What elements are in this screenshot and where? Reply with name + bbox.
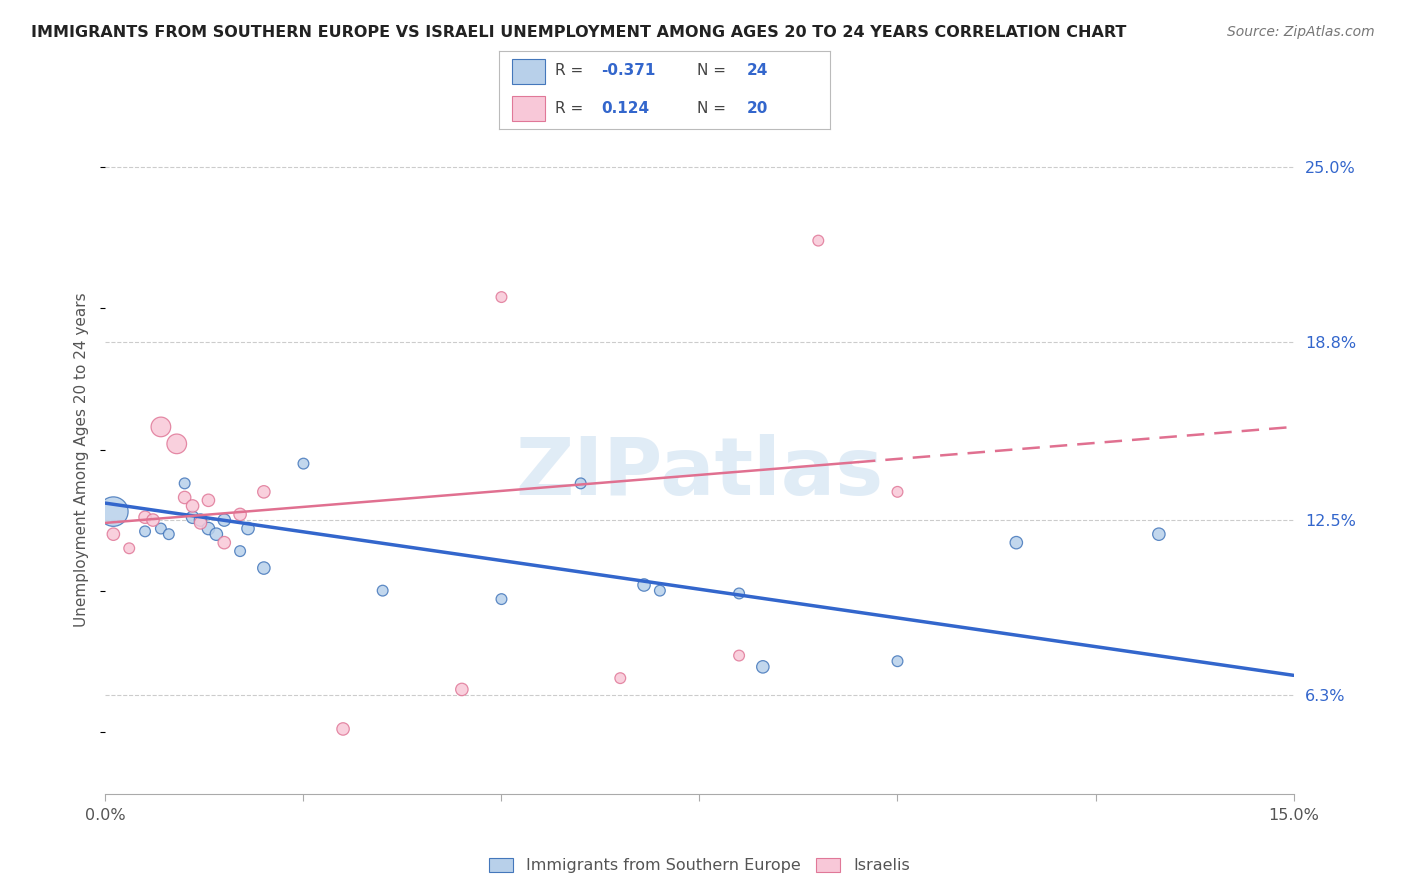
Text: 24: 24 (747, 63, 768, 78)
Text: Source: ZipAtlas.com: Source: ZipAtlas.com (1227, 25, 1375, 39)
Point (886, 484, 908, 499)
Point (450, 682, 472, 697)
Text: 0.124: 0.124 (602, 102, 650, 117)
Point (181, 510, 204, 524)
Text: R =: R = (555, 63, 583, 78)
Point (103, 527, 125, 541)
Text: R =: R = (555, 102, 583, 117)
Point (181, 499, 204, 513)
Point (292, 457, 315, 471)
Legend: Immigrants from Southern Europe, Israelis: Immigrants from Southern Europe, Israeli… (482, 851, 917, 880)
Point (157, 527, 180, 541)
Point (173, 491, 195, 505)
Point (205, 527, 228, 541)
Text: ZIPatlas: ZIPatlas (516, 434, 883, 512)
Point (752, 660, 775, 674)
Point (118, 541, 141, 556)
Point (807, 234, 830, 248)
Point (214, 535, 236, 549)
Text: -0.371: -0.371 (602, 63, 657, 78)
Text: N =: N = (697, 102, 727, 117)
Point (728, 648, 751, 663)
Point (173, 476, 195, 491)
Point (253, 561, 276, 575)
Point (648, 583, 671, 598)
Point (103, 505, 125, 519)
Point (149, 420, 172, 434)
Point (166, 437, 188, 451)
Point (149, 522, 172, 536)
Text: N =: N = (697, 63, 727, 78)
Point (229, 508, 252, 522)
Point (332, 722, 354, 736)
Text: 20: 20 (747, 102, 768, 117)
Point (190, 513, 212, 527)
Bar (512, 96, 546, 121)
Point (491, 290, 513, 304)
Point (142, 513, 165, 527)
Point (190, 516, 212, 530)
Point (491, 592, 513, 607)
Point (134, 510, 156, 524)
Bar (512, 59, 546, 84)
Point (229, 544, 252, 558)
Point (134, 524, 156, 539)
Point (569, 476, 592, 491)
Point (886, 654, 908, 668)
Point (197, 493, 219, 508)
Y-axis label: Unemployment Among Ages 20 to 24 years: Unemployment Among Ages 20 to 24 years (75, 292, 90, 627)
Point (371, 583, 394, 598)
Point (1147, 527, 1170, 541)
Point (214, 513, 236, 527)
Point (236, 522, 259, 536)
Point (197, 522, 219, 536)
Point (633, 578, 655, 592)
Point (609, 671, 631, 685)
Text: IMMIGRANTS FROM SOUTHERN EUROPE VS ISRAELI UNEMPLOYMENT AMONG AGES 20 TO 24 YEAR: IMMIGRANTS FROM SOUTHERN EUROPE VS ISRAE… (31, 25, 1126, 40)
Point (1005, 535, 1028, 549)
Point (728, 586, 751, 600)
Point (253, 484, 276, 499)
